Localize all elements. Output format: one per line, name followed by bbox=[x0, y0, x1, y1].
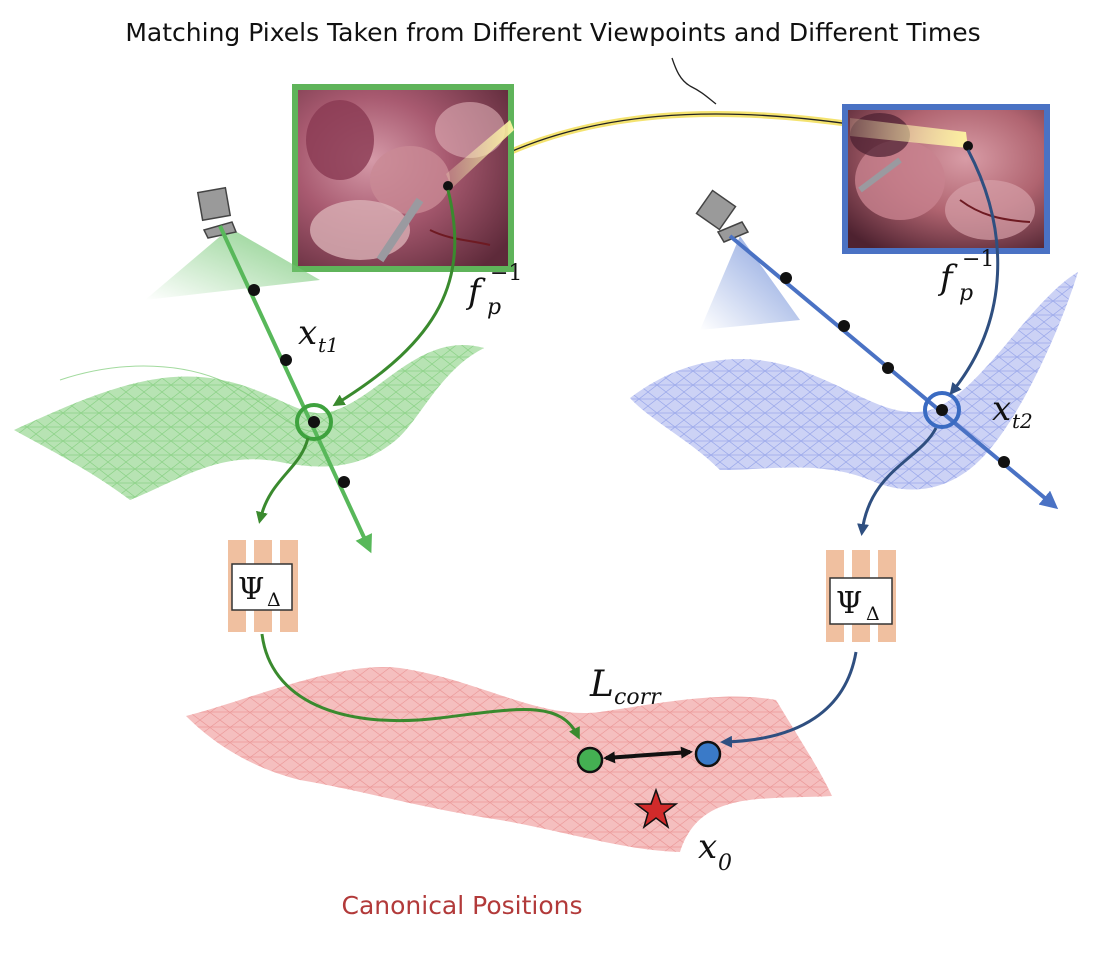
left-ray-sample-4 bbox=[338, 476, 350, 488]
right-view-frame bbox=[842, 104, 1050, 254]
blue-surface bbox=[630, 272, 1078, 490]
left-inverse-projection-arrow bbox=[332, 189, 457, 407]
canonical-point-x: x bbox=[698, 827, 717, 867]
correspondence-double-arrow bbox=[603, 746, 693, 764]
left-inverse-projection-f: f bbox=[465, 272, 486, 312]
left-intersection-ring bbox=[295, 403, 333, 441]
right-deformation-network bbox=[826, 550, 896, 642]
left-view-frame bbox=[292, 84, 514, 272]
right-psi-symbol: Ψ bbox=[836, 586, 862, 621]
canonical-point-sub: 0 bbox=[718, 851, 732, 876]
right-inverse-projection-sub: p bbox=[959, 281, 973, 306]
left-psi-symbol: Ψ bbox=[238, 572, 264, 607]
left-to-mlp-arrow bbox=[256, 437, 310, 524]
left-ray-sample-2 bbox=[280, 354, 292, 366]
canonical-blue-point bbox=[694, 740, 722, 768]
match-label-squiggle bbox=[671, 57, 717, 105]
left-inverse-projection-sup: −1 bbox=[490, 261, 522, 286]
left-pixel-dot bbox=[443, 181, 453, 191]
left-ray-sample-3 bbox=[308, 416, 320, 428]
left-to-canonical-arrow bbox=[260, 633, 580, 740]
canonical-positions-caption: Canonical Positions bbox=[341, 891, 582, 920]
right-camera-icon bbox=[695, 189, 800, 330]
right-ray-sample-4 bbox=[936, 404, 948, 416]
left-ray bbox=[218, 225, 372, 554]
right-ray-sample-5 bbox=[998, 456, 1010, 468]
right-inverse-projection-arrow bbox=[949, 149, 1000, 396]
point-t2-sub: t2 bbox=[1012, 409, 1033, 433]
right-to-mlp-arrow bbox=[857, 427, 938, 536]
right-to-canonical-arrow bbox=[720, 651, 858, 748]
right-ray-sample-3 bbox=[882, 362, 894, 374]
point-t2-x: x bbox=[992, 389, 1011, 429]
right-pixel-dot bbox=[963, 141, 973, 151]
canonical-green-point bbox=[576, 746, 604, 774]
figure-title: Matching Pixels Taken from Different Vie… bbox=[125, 18, 980, 47]
point-t1-sub: t1 bbox=[318, 333, 339, 357]
right-inverse-projection-sup: −1 bbox=[962, 247, 994, 272]
right-ray-sample-2 bbox=[838, 320, 850, 332]
loss-L: L bbox=[589, 664, 614, 705]
left-inverse-projection-sub: p bbox=[487, 295, 501, 320]
left-psi-subscript: Δ bbox=[267, 589, 281, 611]
right-inverse-projection-f: f bbox=[937, 258, 958, 298]
canonical-star-icon bbox=[633, 787, 679, 829]
right-ray-sample-1 bbox=[780, 272, 792, 284]
loss-sub: corr bbox=[614, 685, 662, 710]
right-intersection-ring bbox=[923, 391, 961, 429]
right-psi-subscript: Δ bbox=[866, 603, 880, 625]
left-deformation-network bbox=[228, 540, 298, 632]
green-surface bbox=[14, 344, 484, 500]
red-canonical-surface bbox=[186, 666, 832, 852]
left-ray-sample-1 bbox=[248, 284, 260, 296]
point-t1-x: x bbox=[298, 313, 317, 353]
